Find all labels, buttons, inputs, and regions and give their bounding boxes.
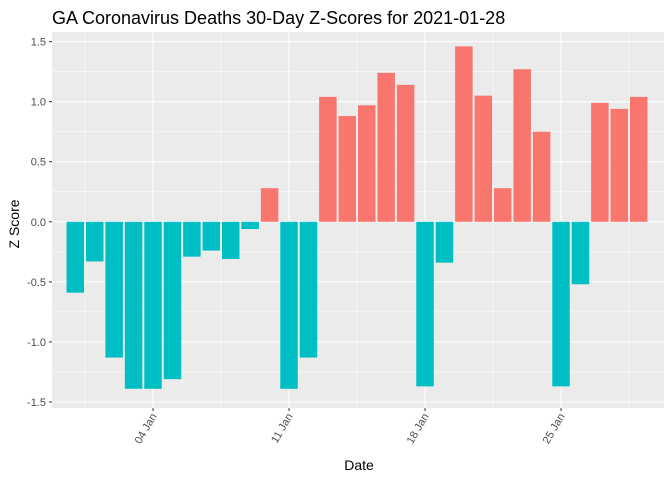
bar — [163, 221, 182, 380]
x-tick-label: 11 Jan — [269, 412, 296, 446]
bars — [66, 46, 648, 389]
y-tick-label: -1.0 — [27, 337, 46, 349]
bar — [144, 221, 162, 389]
bar — [105, 221, 123, 358]
x-axis: 04 Jan 11 Jan 18 Jan 25 Jan — [133, 408, 568, 446]
y-tick-label: 1.5 — [31, 37, 46, 49]
bar — [222, 221, 240, 260]
y-tick-label: 0.0 — [31, 217, 46, 229]
bar — [591, 102, 609, 222]
bar — [435, 221, 454, 263]
chart-title: GA Coronavirus Deaths 30-Day Z-Scores fo… — [52, 8, 505, 28]
bar — [630, 96, 648, 222]
bar — [513, 69, 531, 222]
bar — [183, 221, 201, 257]
bar — [455, 46, 473, 222]
bar — [494, 188, 512, 222]
bar — [241, 221, 259, 230]
y-tick-label: 0.5 — [31, 157, 46, 169]
bar — [86, 221, 104, 262]
bar — [299, 221, 318, 358]
bar — [552, 221, 570, 387]
x-tick-label: 18 Jan — [405, 412, 432, 447]
bar — [319, 96, 337, 222]
bar — [124, 221, 143, 389]
bar — [260, 188, 279, 222]
y-tick-label: -0.5 — [27, 277, 46, 289]
y-tick-label: -1.5 — [27, 397, 46, 409]
bar — [610, 108, 629, 222]
bar — [416, 221, 434, 387]
bar — [338, 116, 357, 222]
y-axis-title: Z Score — [6, 199, 22, 248]
x-tick-label: 25 Jan — [541, 412, 568, 447]
y-axis: -1.5 -1.0 -0.5 0.0 0.5 1.0 1.5 — [27, 37, 52, 409]
x-tick-label: 04 Jan — [133, 412, 160, 447]
bar — [571, 221, 590, 285]
bar — [474, 95, 493, 222]
bar — [532, 131, 551, 222]
y-tick-label: 1.0 — [31, 97, 46, 109]
bar — [396, 84, 415, 222]
bar — [358, 105, 376, 222]
bar — [66, 221, 85, 293]
bar — [202, 221, 221, 251]
bar — [280, 221, 298, 389]
bar — [377, 72, 395, 222]
x-axis-title: Date — [344, 457, 374, 473]
